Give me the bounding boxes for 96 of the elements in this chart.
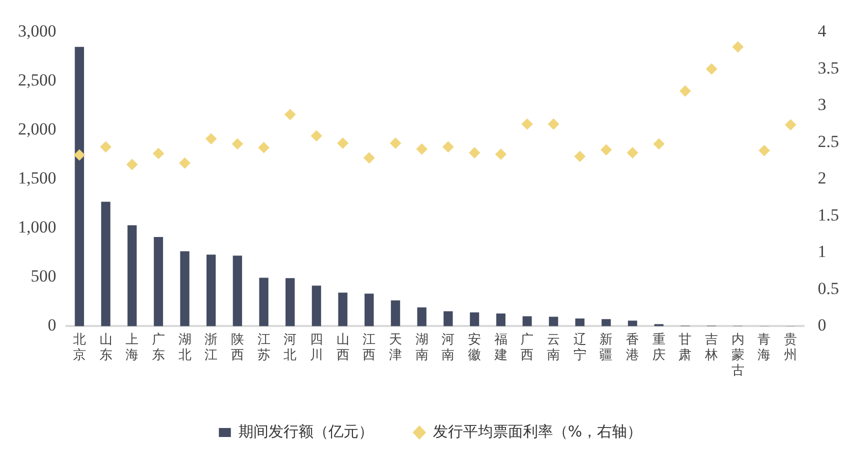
- point: [364, 152, 375, 164]
- y2-tick-label: 0: [818, 316, 826, 335]
- point: [732, 41, 744, 52]
- point: [284, 109, 296, 120]
- x-tick-label: 甘肃: [678, 332, 692, 363]
- point: [337, 138, 348, 149]
- point: [258, 142, 270, 154]
- bar: [232, 256, 242, 326]
- point: [600, 144, 612, 156]
- x-tick-label: 四川: [310, 332, 323, 363]
- bar: [522, 316, 532, 326]
- bar: [602, 319, 611, 326]
- bar: [206, 254, 216, 326]
- bar: [548, 316, 558, 326]
- x-tick-label: 山西: [336, 332, 350, 363]
- bar: [364, 294, 374, 326]
- x-tick-label: 广东: [152, 332, 165, 363]
- x-tick-label: 江苏: [257, 332, 270, 363]
- x-tick-label: 北京: [72, 332, 86, 363]
- x-tick-label: 内蒙古: [731, 332, 744, 379]
- point: [232, 138, 243, 150]
- x-tick-label: 陕西: [230, 332, 244, 363]
- bar: [575, 318, 584, 326]
- y-tick-label: 1,500: [18, 168, 56, 188]
- point: [469, 147, 480, 158]
- point: [179, 158, 190, 169]
- y2-tick-label: 1.5: [818, 205, 839, 224]
- bar: [338, 292, 348, 326]
- x-tick-label: 安徽: [468, 331, 482, 363]
- y-tick-label: 0: [48, 316, 56, 335]
- x-tick-label: 河南: [442, 332, 455, 363]
- x-tick-label: 吉林: [704, 332, 718, 363]
- point: [495, 148, 506, 160]
- point: [442, 141, 454, 152]
- bar: [259, 278, 268, 326]
- y2-tick-label: 3: [818, 95, 826, 114]
- y-tick-label: 2,000: [18, 120, 56, 139]
- point: [653, 138, 664, 150]
- point: [706, 63, 718, 74]
- point: [390, 138, 401, 149]
- x-tick-label: 贵州: [784, 332, 798, 363]
- bar: [101, 202, 110, 326]
- point: [416, 144, 428, 155]
- point: [100, 141, 112, 152]
- x-tick-label: 江西: [362, 332, 376, 363]
- y-tick-label: 2,500: [18, 70, 56, 90]
- bar: [417, 307, 426, 326]
- point: [758, 145, 770, 156]
- x-tick-label: 香港: [626, 332, 640, 363]
- point: [548, 118, 560, 130]
- x-tick-label: 青海: [758, 332, 771, 363]
- bar: [127, 225, 137, 326]
- point: [574, 150, 586, 162]
- y2-tick-label: 4: [818, 22, 827, 41]
- x-tick-label: 辽宁: [573, 332, 586, 363]
- y-tick-label: 3,000: [18, 22, 56, 41]
- point: [522, 118, 533, 130]
- legend-label: 发行平均票面利率（%，右轴）: [432, 422, 642, 440]
- x-tick-label: 河北: [284, 332, 297, 363]
- bar: [74, 46, 84, 326]
- point: [74, 149, 85, 160]
- x-tick-label: 湖南: [415, 332, 428, 363]
- x-tick-label: 新疆: [600, 332, 613, 363]
- x-tick-label: 湖北: [178, 332, 192, 363]
- y2-tick-label: 3.5: [818, 58, 839, 78]
- x-tick-label: 上海: [126, 332, 139, 363]
- x-tick-label: 云南: [547, 332, 560, 363]
- bar: [286, 278, 295, 326]
- bar: [470, 312, 480, 326]
- bar: [154, 237, 164, 326]
- y2-tick-label: 1: [818, 242, 826, 262]
- bar: [444, 311, 453, 326]
- point: [785, 119, 796, 130]
- legend-label: 期间发行额（亿元）: [238, 422, 374, 440]
- bar: [180, 251, 190, 326]
- y2-tick-label: 0.5: [818, 278, 839, 298]
- bar: [496, 314, 506, 326]
- point: [126, 159, 138, 170]
- bar: [628, 320, 638, 326]
- x-tick-label: 福建: [493, 332, 508, 363]
- bar: [312, 286, 322, 326]
- y-tick-label: 500: [30, 266, 56, 286]
- point: [627, 147, 638, 158]
- point: [206, 133, 217, 144]
- x-tick-label: 山东: [99, 332, 112, 363]
- bar: [390, 300, 400, 326]
- y-tick-label: 1,000: [18, 218, 56, 237]
- point: [152, 148, 164, 159]
- x-tick-label: 广西: [520, 332, 534, 363]
- point: [680, 86, 691, 96]
- x-tick-label: 重庆: [652, 332, 666, 363]
- point: [310, 130, 322, 142]
- x-tick-label: 天津: [388, 332, 402, 363]
- y2-tick-label: 2: [818, 168, 826, 188]
- y2-tick-label: 2.5: [818, 132, 839, 151]
- x-tick-label: 浙江: [204, 332, 218, 363]
